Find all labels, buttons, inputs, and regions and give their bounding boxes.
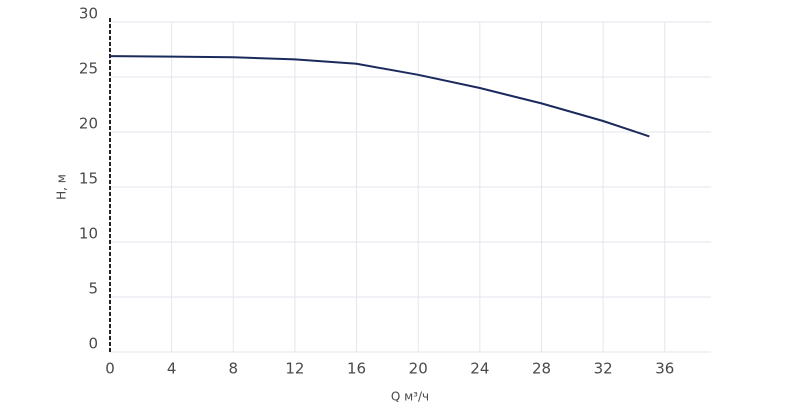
x-tick-label: 20 bbox=[409, 360, 428, 378]
line bbox=[109, 55, 650, 138]
x-tick-label: 0 bbox=[105, 360, 115, 378]
x-tick-label: 24 bbox=[470, 360, 489, 378]
y-tick-label: 5 bbox=[88, 280, 98, 298]
y-tick-label: 15 bbox=[79, 170, 98, 188]
x-tick-label: 32 bbox=[594, 360, 613, 378]
y-tick-label: 20 bbox=[79, 115, 98, 133]
x-axis-label: Q м³/ч bbox=[391, 390, 429, 404]
y-axis-label: H, м bbox=[55, 174, 69, 200]
y-tick-label: 10 bbox=[79, 225, 98, 243]
x-tick-label: 36 bbox=[655, 360, 674, 378]
y-tick-label: 30 bbox=[79, 5, 98, 23]
x-tick-label: 4 bbox=[167, 360, 177, 378]
x-tick-label: 28 bbox=[532, 360, 551, 378]
x-tick-label: 8 bbox=[229, 360, 239, 378]
x-tick-label: 16 bbox=[347, 360, 366, 378]
y-tick-label: 0 bbox=[88, 335, 98, 353]
y-tick-label: 25 bbox=[79, 60, 98, 78]
x-tick-label: 12 bbox=[285, 360, 304, 378]
